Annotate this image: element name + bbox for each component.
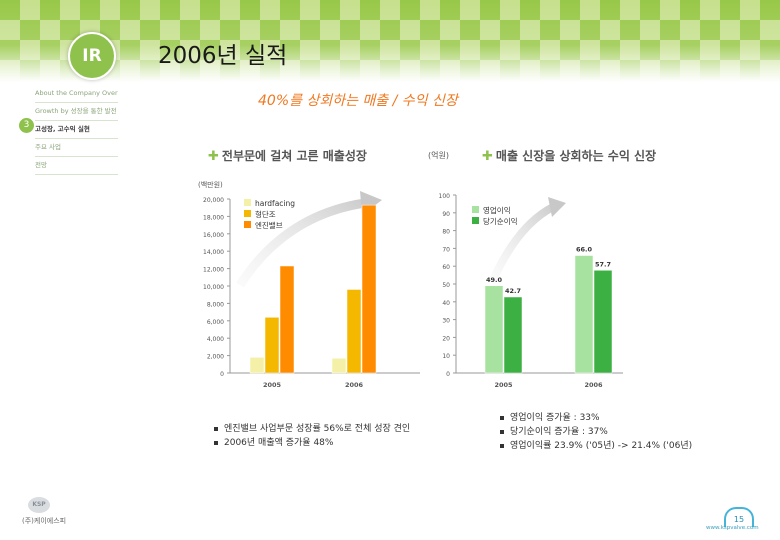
- y-tick-label: 0: [220, 371, 224, 378]
- x-tick-label: 2005: [263, 381, 282, 389]
- y-tick-label: 18,000: [203, 214, 224, 221]
- sidebar-item-business[interactable]: 주요 사업: [35, 143, 61, 151]
- legend-swatch: [472, 206, 479, 213]
- y-tick-label: 50: [442, 282, 450, 289]
- legend-swatch: [244, 199, 251, 206]
- right-bullet-list: 영업이익 증가율 : 33% 당기순이익 증가율 : 37% 영업이익률 23.…: [500, 411, 692, 453]
- y-tick-label: 80: [442, 229, 450, 236]
- y-tick-label: 2,000: [207, 354, 224, 361]
- y-tick-label: 60: [442, 264, 450, 271]
- bar-hardfacing: [249, 357, 265, 374]
- bar-엔진밸브: [361, 204, 377, 374]
- checker-background: [0, 0, 780, 82]
- left-bullet-list: 엔진밸브 사업부문 성장률 56%로 전체 성장 견인 2006년 매출액 증가…: [214, 422, 410, 450]
- bar-당기순이익: [593, 270, 613, 374]
- company-name: (주)케이에스피: [22, 517, 67, 525]
- legend-label: 엔진밸브: [255, 220, 283, 230]
- y-tick-label: 40: [442, 300, 450, 307]
- x-tick-label: 2005: [494, 381, 513, 389]
- list-item: 영업이익 증가율 : 33%: [500, 411, 692, 425]
- list-item: 엔진밸브 사업부문 성장률 56%로 전체 성장 견인: [214, 422, 410, 436]
- list-item: 2006년 매출액 증가율 48%: [214, 436, 410, 450]
- data-label: 42.7: [505, 287, 521, 295]
- sidebar-divider: [35, 102, 118, 103]
- data-label: 66.0: [576, 246, 593, 254]
- y-tick-label: 8,000: [207, 301, 224, 308]
- data-label: 57.7: [595, 260, 611, 268]
- x-tick-label: 2006: [584, 381, 603, 389]
- list-item: 영업이익률 23.9% ('05년) -> 21.4% ('06년): [500, 439, 692, 453]
- y-tick-label: 16,000: [203, 232, 224, 239]
- legend-label: hardfacing: [255, 199, 295, 208]
- y-tick-label: 20: [442, 335, 450, 342]
- sidebar-item-outlook[interactable]: 전망: [35, 161, 47, 169]
- header-banner: [0, 0, 780, 82]
- growth-arrow-head: [548, 197, 566, 217]
- sidebar-divider: [35, 120, 118, 121]
- left-section-title: ✚ 전부문에 걸쳐 고른 매출성장: [208, 149, 367, 164]
- website-link[interactable]: www.kspvalve.com: [706, 525, 759, 531]
- right-section-title: ✚ 매출 신장을 상회하는 수익 신장: [482, 149, 657, 164]
- bar-hardfacing: [331, 357, 347, 374]
- y-tick-label: 70: [442, 246, 450, 253]
- legend-swatch: [472, 217, 479, 224]
- bar-엔진밸브: [279, 265, 295, 374]
- legend-swatch: [244, 221, 251, 228]
- sidebar-divider: [35, 174, 118, 175]
- sidebar-divider: [35, 156, 118, 157]
- y-tick-label: 90: [442, 211, 450, 218]
- y-tick-label: 30: [442, 318, 450, 325]
- legend-swatch: [244, 210, 251, 217]
- list-item: 당기순이익 증가율 : 37%: [500, 425, 692, 439]
- sidebar: About the Company Overview Growth by 성장을…: [0, 82, 118, 432]
- legend-label: 형단조: [255, 209, 276, 219]
- bar-형단조: [264, 317, 280, 374]
- company-logo: KSP: [28, 497, 50, 513]
- legend-label: 영업이익: [483, 205, 511, 215]
- unit-label-right: (억원): [428, 151, 449, 160]
- sidebar-active-number: 3: [19, 118, 34, 133]
- page-number: 15: [724, 507, 754, 527]
- bar-영업이익: [484, 285, 504, 374]
- y-tick-label: 12,000: [203, 267, 224, 274]
- y-tick-label: 100: [439, 193, 451, 200]
- bar-형단조: [346, 289, 362, 374]
- chart-profit: 0 10 20 30 40 50 60 70 80 90 100 49.042.7 2005 66.05…: [439, 193, 623, 389]
- page-title: 2006년 실적: [158, 43, 288, 69]
- sidebar-item-performance[interactable]: 고성장, 고수익 실현: [35, 125, 90, 133]
- y-tick-label: 14,000: [203, 249, 224, 256]
- y-tick-label: 10,000: [203, 284, 224, 291]
- y-tick-label: 0: [446, 371, 450, 378]
- y-tick-label: 20,000: [203, 197, 224, 204]
- y-tick-label: 6,000: [207, 319, 224, 326]
- legend-label: 당기순이익: [483, 216, 518, 226]
- bar-당기순이익: [503, 296, 523, 374]
- headline: 40%를 상회하는 매출 / 수익 신장: [258, 93, 458, 109]
- growth-arrow: [236, 198, 366, 288]
- x-tick-label: 2006: [345, 381, 364, 389]
- data-label: 49.0: [486, 276, 503, 284]
- plus-icon: ✚: [208, 149, 219, 164]
- plus-icon: ✚: [482, 149, 493, 164]
- chart-revenue: 0 2,000 4,000 6,000 8,000 10,000 12,000 14,000 1…: [198, 180, 420, 389]
- sidebar-item-growth[interactable]: Growth by 성장을 통한 발전: [35, 107, 117, 115]
- sidebar-item-about[interactable]: About the Company Overview: [35, 89, 118, 97]
- ir-badge: IR: [68, 32, 116, 80]
- growth-arrow: [489, 203, 555, 282]
- bar-영업이익: [574, 255, 594, 374]
- sidebar-divider: [35, 138, 118, 139]
- y-axis-title: (백만원): [198, 180, 223, 189]
- y-tick-label: 4,000: [207, 336, 224, 343]
- y-tick-label: 10: [442, 353, 450, 360]
